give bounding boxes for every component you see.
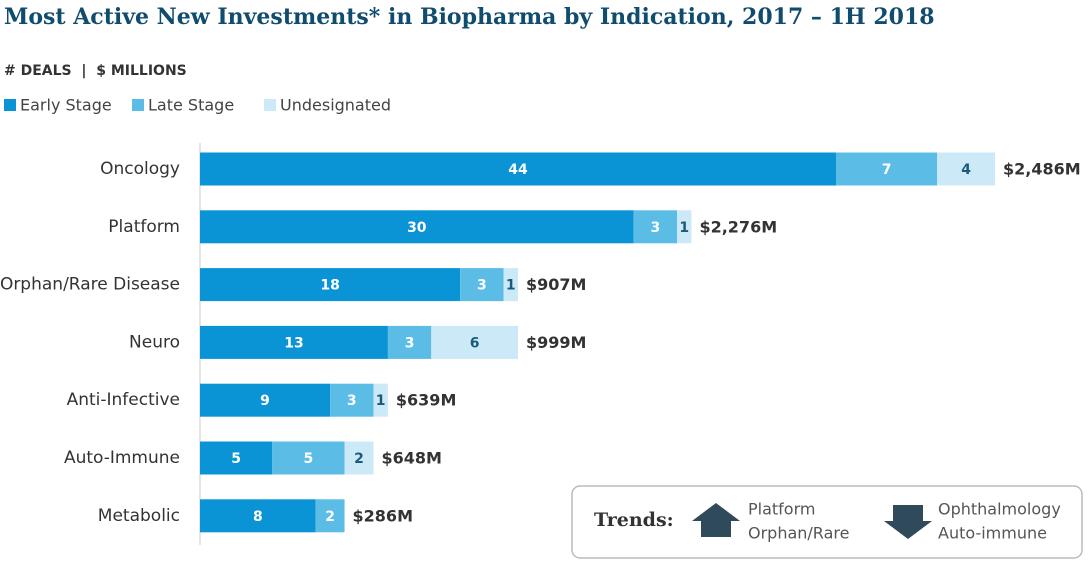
bar-segment [200,383,331,417]
value-label: 5 [231,451,241,467]
total-label: $639M [396,391,456,410]
value-label: 9 [260,393,270,409]
total-label: $999M [526,333,586,352]
value-label: 7 [882,162,892,178]
bar-segment [330,383,374,417]
bar-segment [836,152,938,186]
bar-segment [937,152,995,186]
value-label: 5 [304,451,314,467]
total-label: $2,276M [699,217,777,236]
legend-label: Early Stage [20,96,112,115]
category-label: Orphan/Rare Disease [0,275,180,295]
value-label: 8 [253,509,263,525]
bar-segment [387,325,432,359]
bar-segment [460,268,504,302]
trend-up: Platform [748,500,815,519]
bar-segment [373,383,388,417]
legend-swatch [264,99,276,111]
value-label: 3 [477,278,487,294]
trends-frame [571,485,1083,559]
bar-segment [200,441,273,475]
value-label: 13 [284,335,303,351]
legend-label: Late Stage [148,96,234,115]
total-label: $907M [526,275,586,294]
down-arrow [884,505,932,539]
bar-segment [503,268,518,302]
total-label: $2,486M [1003,160,1081,179]
bar-segment [200,268,461,302]
bar-segment [200,499,316,533]
category-label: Auto-Immune [64,448,180,468]
legend-label: Undesignated [280,96,391,115]
category-label: Anti-Infective [67,390,180,410]
bar-segment [200,210,634,244]
bar-segment [677,210,692,244]
chart-title: Most Active New Investments* in Biopharm… [4,4,935,30]
value-label: 2 [354,451,364,467]
value-label: 1 [679,220,689,236]
up-arrow [692,503,740,537]
category-label: Metabolic [98,506,180,526]
trends-box: Trends: Platform Orphan/Rare Ophthalmolo… [571,485,1083,559]
bar-segment [315,499,345,533]
trend-down: Auto-immune [938,524,1047,543]
bar-segment [272,441,345,475]
value-label: 3 [650,220,660,236]
total-label: $286M [353,506,413,525]
legend-swatch [132,99,144,111]
value-label: 6 [470,335,480,351]
trend-up: Orphan/Rare [748,524,849,543]
bar-segment [344,441,374,475]
legend-swatch [4,99,16,111]
trends-title: Trends: [594,509,674,531]
total-label: $648M [381,449,441,468]
chart-subtitle: # DEALS | $ MILLIONS [4,63,187,79]
category-label: Platform [108,217,180,237]
value-label: 2 [325,509,335,525]
value-label: 1 [376,393,386,409]
bar-segment [200,152,836,186]
category-label: Oncology [100,159,180,179]
value-label: 3 [405,335,415,351]
value-label: 3 [347,393,357,409]
bar-segment [431,325,518,359]
bar-segment [633,210,677,244]
category-label: Neuro [129,332,180,352]
value-label: 44 [508,162,528,178]
value-label: 1 [506,278,516,294]
bar-segment [200,325,388,359]
value-label: 30 [407,220,427,236]
value-label: 4 [961,162,971,178]
value-label: 18 [320,278,339,294]
trend-down: Ophthalmology [938,500,1061,519]
